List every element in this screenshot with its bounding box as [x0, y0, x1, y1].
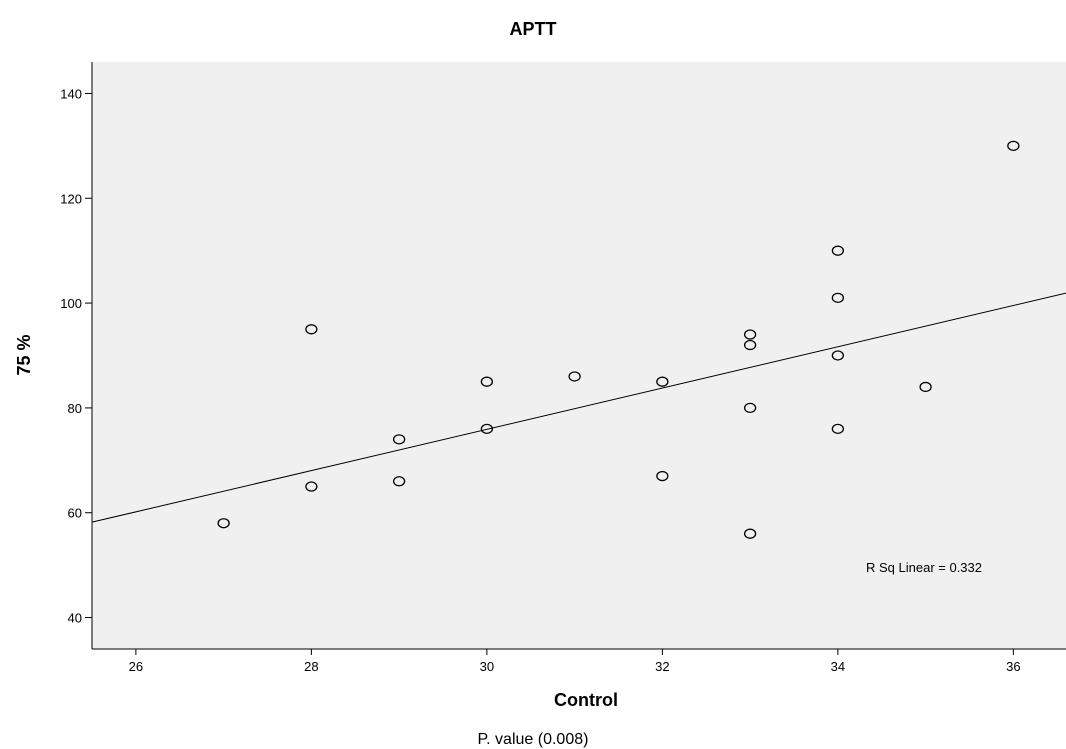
y-tick-label: 140 — [60, 86, 82, 101]
x-tick-label: 34 — [831, 659, 845, 674]
data-point — [480, 423, 494, 435]
y-axis-title: 75 % — [14, 334, 34, 375]
data-point — [831, 292, 845, 303]
x-tick-label: 26 — [129, 659, 143, 674]
y-tick-label: 120 — [60, 191, 82, 206]
data-point — [831, 350, 845, 361]
x-axis-title: Control — [554, 690, 618, 710]
data-point — [743, 528, 757, 539]
data-point — [305, 324, 318, 335]
data-point — [305, 481, 318, 492]
y-tick-label: 100 — [60, 296, 82, 311]
x-tick-label: 36 — [1006, 659, 1020, 674]
plot-area — [92, 62, 1066, 649]
data-point — [217, 518, 230, 529]
data-point — [831, 423, 845, 435]
x-tick-label: 30 — [480, 659, 494, 674]
data-point — [392, 434, 406, 445]
fit-line-layer — [91, 292, 1066, 523]
data-point — [831, 245, 845, 256]
data-point — [656, 470, 669, 482]
data-point — [919, 381, 932, 393]
data-point — [392, 476, 406, 487]
data-point — [568, 371, 581, 382]
data-points — [217, 140, 1020, 539]
data-point — [743, 339, 757, 351]
fit-annotation: R Sq Linear = 0.332 — [866, 560, 982, 575]
y-axis-ticks: 40 60 80 100 120 140 — [60, 86, 92, 626]
data-point — [743, 329, 757, 340]
data-point — [480, 376, 494, 387]
p-value-caption: P. value (0.008) — [478, 731, 589, 748]
chart-title: APTT — [510, 19, 557, 39]
regression-line — [91, 292, 1066, 523]
x-tick-label: 32 — [655, 659, 669, 674]
x-axis-ticks: 26 28 30 32 34 36 — [129, 649, 1021, 674]
y-tick-label: 40 — [68, 611, 82, 626]
data-point — [743, 402, 757, 414]
data-point — [656, 376, 669, 387]
y-tick-label: 60 — [68, 506, 82, 521]
data-point — [1007, 140, 1020, 152]
y-tick-label: 80 — [68, 401, 82, 416]
x-tick-label: 28 — [304, 659, 318, 674]
